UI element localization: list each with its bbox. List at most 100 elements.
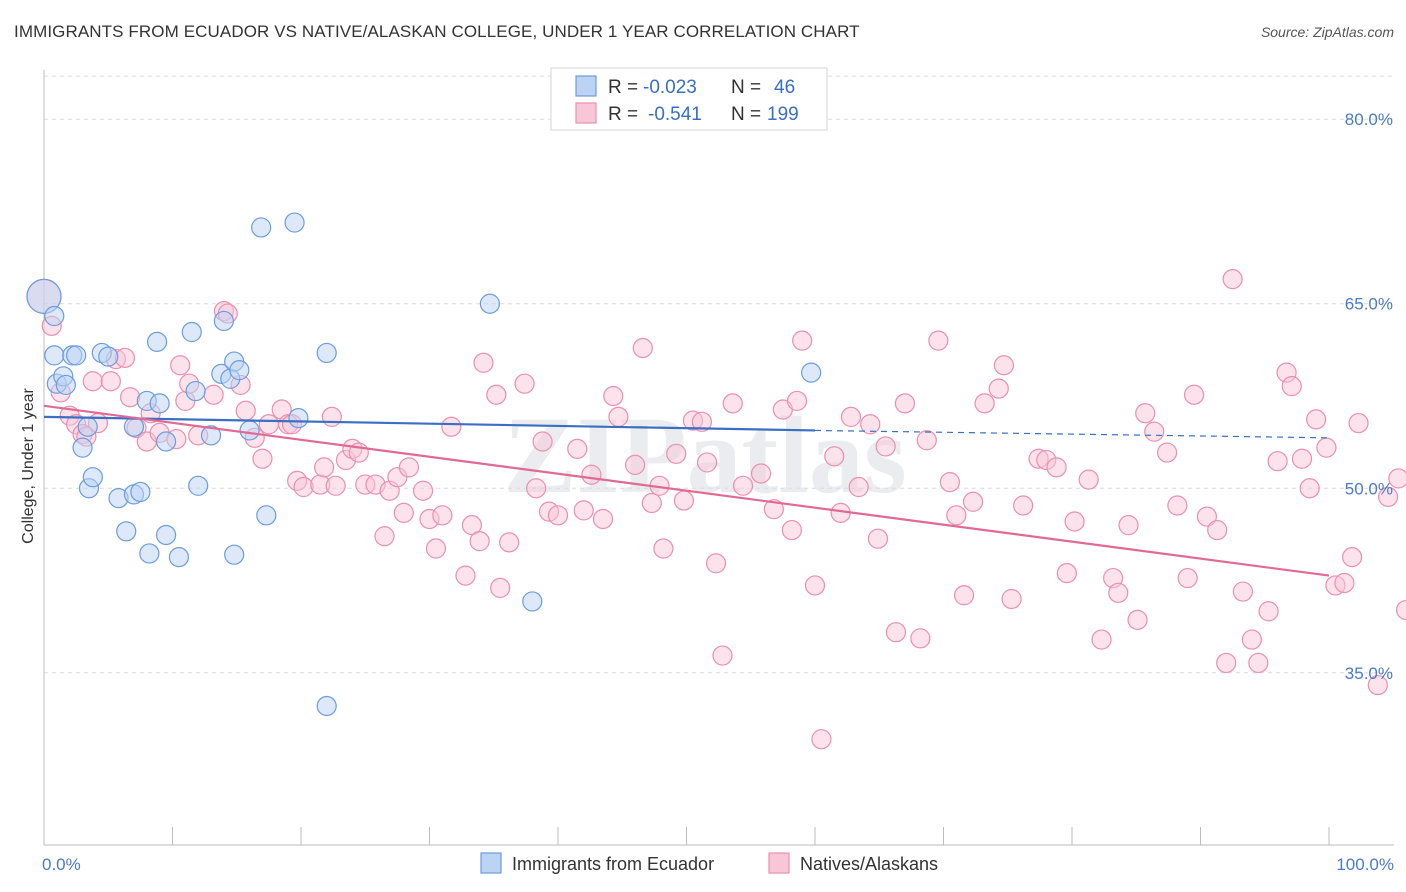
- natives-point: [82, 371, 103, 392]
- natives-point: [763, 499, 784, 520]
- ecuador-point: [26, 278, 62, 314]
- natives-n-label: N =: [731, 104, 761, 125]
- natives-point: [848, 476, 869, 498]
- natives-point: [673, 490, 695, 511]
- ecuador-point: [284, 212, 305, 233]
- ecuador-point: [146, 331, 168, 352]
- natives-point: [567, 438, 588, 459]
- natives-point: [1127, 609, 1148, 630]
- natives-point: [705, 553, 727, 574]
- natives-point: [1334, 572, 1355, 594]
- source-label: Source: ZipAtlas.com: [1260, 24, 1394, 40]
- natives-point: [974, 393, 995, 414]
- natives-point: [1108, 582, 1129, 603]
- ecuador-point: [82, 467, 103, 488]
- natives-point: [119, 387, 141, 408]
- natives-point: [526, 478, 547, 499]
- natives-point: [1342, 547, 1363, 568]
- x-tick-label-max: 100.0%: [1336, 855, 1394, 874]
- ecuador-point: [188, 475, 209, 496]
- ecuador-point: [522, 591, 543, 612]
- natives-point: [455, 565, 476, 586]
- ecuador-point: [168, 547, 190, 568]
- ecuador-r-value: -0.023: [643, 77, 697, 98]
- natives-point: [203, 384, 224, 405]
- ecuador-point: [44, 345, 65, 366]
- natives-point: [928, 330, 949, 351]
- ecuador-point: [224, 544, 245, 565]
- natives-point: [624, 454, 646, 475]
- ecuador-point: [256, 505, 277, 526]
- natives-point: [321, 406, 342, 428]
- trend-lines: [43, 404, 1330, 577]
- natives-point: [1207, 519, 1228, 541]
- natives-point: [1306, 409, 1327, 430]
- natives-point: [252, 448, 273, 469]
- natives-point: [696, 452, 718, 473]
- ecuador-point: [66, 345, 87, 366]
- natives-point: [608, 406, 629, 428]
- natives-point: [860, 414, 881, 435]
- ecuador-point: [44, 305, 65, 327]
- natives-point: [1183, 384, 1205, 405]
- natives-point: [875, 436, 896, 457]
- ecuador-point: [801, 362, 822, 383]
- natives-r-label: R =: [608, 104, 638, 125]
- natives-point: [691, 411, 713, 432]
- y-tick-labels: 35.0% 50.0% 65.0% 80.0%: [1345, 110, 1393, 683]
- natives-point: [100, 371, 121, 392]
- natives-bottom-swatch: [768, 852, 790, 874]
- ecuador-bottom-label: Immigrants from Ecuador: [512, 854, 714, 874]
- natives-point: [432, 505, 453, 526]
- natives-point: [441, 416, 462, 437]
- natives-point: [314, 457, 335, 478]
- natives-point: [962, 491, 984, 512]
- natives-point: [732, 475, 754, 496]
- natives-point: [1232, 581, 1254, 602]
- natives-point: [1001, 588, 1022, 610]
- natives-point: [1135, 403, 1156, 424]
- ecuador-legend-swatch: [575, 75, 597, 97]
- ecuador-r-label: R =: [608, 77, 638, 98]
- natives-point: [1241, 629, 1263, 650]
- natives-point: [258, 414, 279, 435]
- natives-point: [653, 538, 674, 559]
- natives-point: [1388, 468, 1406, 489]
- ecuador-point: [155, 524, 177, 546]
- ecuador-point: [251, 217, 272, 238]
- natives-point: [632, 337, 653, 359]
- natives-point: [581, 464, 602, 485]
- natives-point: [1396, 599, 1406, 621]
- natives-point: [867, 528, 889, 549]
- natives-point: [532, 431, 553, 452]
- ecuador-point: [185, 380, 206, 402]
- natives-point: [824, 446, 845, 467]
- natives-point: [1316, 437, 1337, 458]
- stats-legend: R = -0.023 N = 46 R = -0.541 N = 199: [550, 67, 828, 131]
- natives-point: [792, 330, 813, 351]
- natives-point: [666, 443, 687, 464]
- natives-point: [469, 531, 490, 552]
- natives-point: [939, 472, 961, 493]
- natives-point: [1046, 457, 1067, 478]
- natives-point: [641, 492, 662, 514]
- natives-point: [894, 393, 916, 414]
- ecuador-point: [200, 425, 222, 446]
- natives-point: [547, 505, 569, 526]
- ecuador-point: [139, 543, 160, 564]
- natives-point: [781, 519, 802, 541]
- natives-point: [1258, 601, 1279, 622]
- natives-bottom-label: Natives/Alaskans: [800, 854, 938, 874]
- ecuador-points: [26, 212, 822, 717]
- ecuador-trend-extension: [814, 429, 1330, 439]
- natives-point: [885, 622, 907, 643]
- ecuador-point: [130, 481, 151, 503]
- natives-point: [235, 400, 256, 421]
- natives-point: [473, 352, 494, 373]
- natives-point: [1348, 412, 1369, 434]
- natives-point: [114, 347, 136, 368]
- natives-point: [786, 390, 808, 412]
- natives-point: [712, 645, 733, 666]
- y-tick-label-3: 80.0%: [1345, 110, 1393, 129]
- ecuador-point: [181, 321, 202, 343]
